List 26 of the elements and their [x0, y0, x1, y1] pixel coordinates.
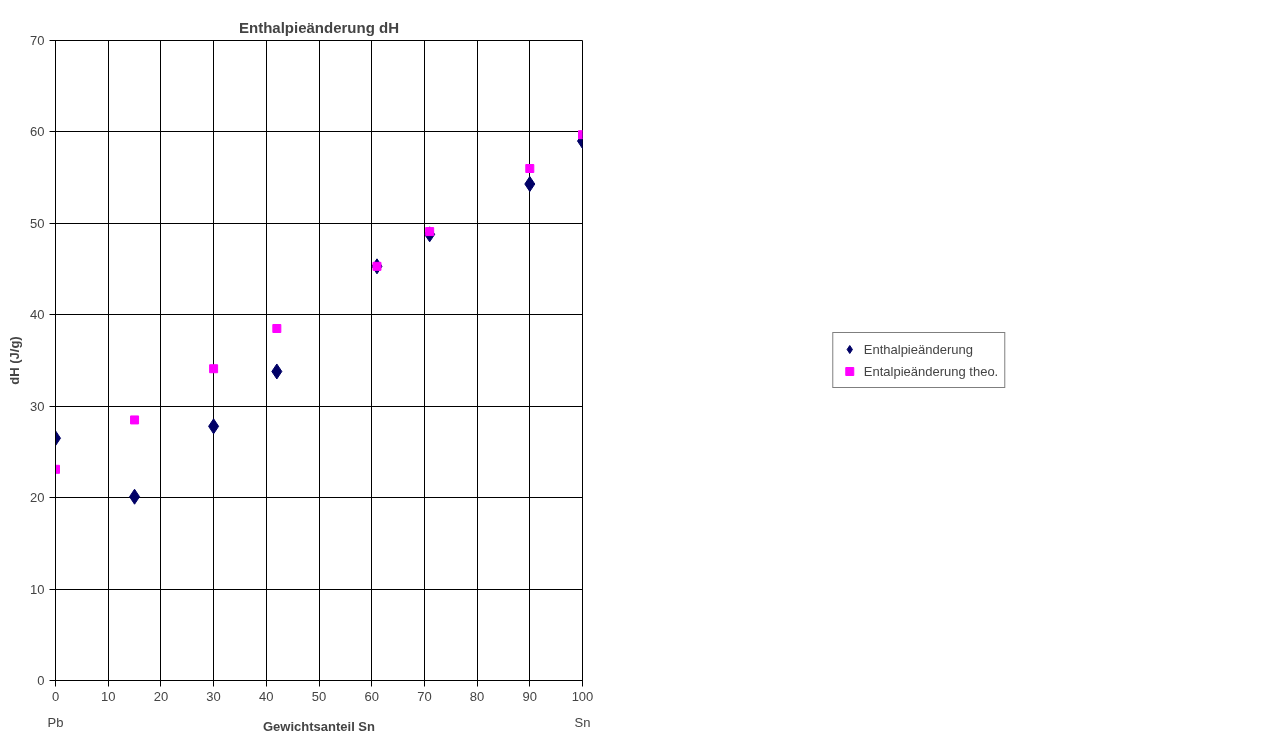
x-tick-label: 80 [469, 688, 485, 704]
x-tick-label: 0 [51, 688, 60, 704]
y-tick-label: 0 [37, 673, 45, 688]
x-tick-label: 50 [311, 688, 327, 704]
legend-label: Enthalpieänderung [863, 341, 973, 357]
x-tick-label: 90 [522, 688, 538, 704]
y-tick-label: 20 [30, 490, 45, 506]
x-tick-label: 10 [100, 688, 116, 704]
y-tick-label: 70 [30, 33, 45, 48]
y-tick-label: 40 [30, 307, 45, 323]
chart-title: Enthalpieänderung dH [239, 18, 400, 36]
y-tick-label: 30 [30, 398, 45, 414]
x-tick-label: 20 [153, 688, 169, 704]
x-tick-label: 60 [364, 688, 379, 704]
y-tick-label: 50 [30, 215, 45, 231]
y-axis-title: dH (J/g) [7, 336, 23, 385]
x-tick-label: 40 [259, 688, 274, 704]
text: Sn [574, 714, 591, 730]
x-tick-label: 70 [417, 688, 432, 704]
x-axis-title: Gewichtsanteil Sn [263, 718, 376, 734]
y-tick-label: 60 [30, 124, 45, 140]
y-tick-label: 10 [30, 581, 45, 597]
legend-label: Entalpieänderung theo. [863, 363, 999, 379]
x-tick-label: 100 [571, 688, 594, 704]
text: Pb [47, 714, 64, 730]
x-tick-label: 30 [206, 688, 221, 704]
